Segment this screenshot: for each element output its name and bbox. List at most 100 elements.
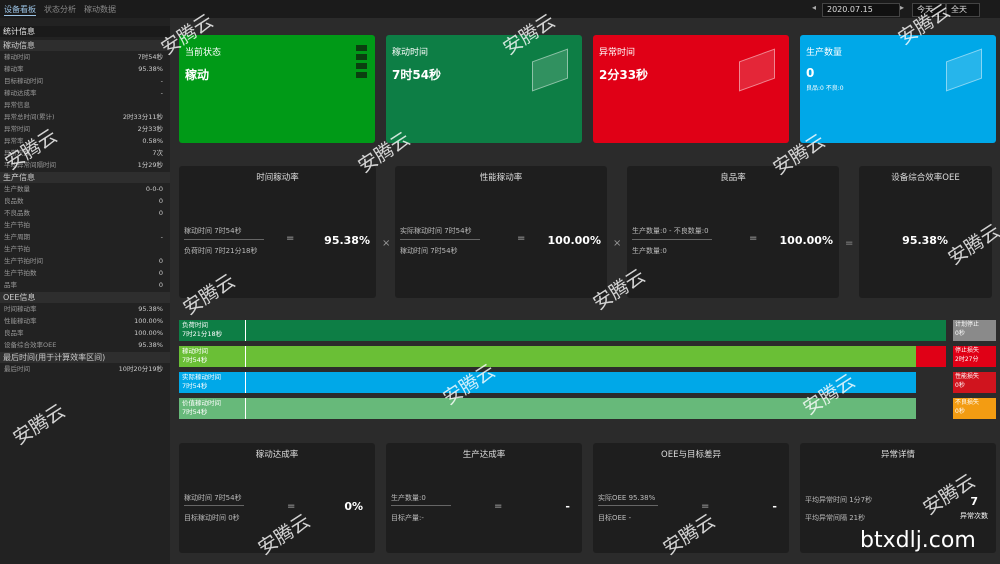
stat-row: 不良品数 0 <box>0 208 170 219</box>
result: - <box>565 500 570 513</box>
stat-value: 0 <box>158 197 163 205</box>
card-icon <box>739 48 775 92</box>
bar-label-value: 7时54秒 <box>182 382 208 390</box>
stat-label: 生产节拍 <box>4 221 30 229</box>
stat-label: 良品数 <box>4 197 24 205</box>
card-value: 稼动 <box>185 68 210 82</box>
stat-row: 最后时间 10时20分19秒 <box>0 364 170 375</box>
tab[interactable]: 稼动数据 <box>84 5 116 14</box>
numerator: 稼动时间 7时54秒 <box>184 494 242 502</box>
time-bar: 价值稼动时间 7时54秒 <box>179 398 916 419</box>
card-label: 异常时间 <box>599 48 636 58</box>
stat-label: 稼动率 <box>4 65 24 73</box>
stat-label: 良品率 <box>4 329 24 337</box>
stat-label: 异常信息 <box>4 101 30 109</box>
target-card: 生产达成率 生产数量:0 目标产量:- = - <box>386 443 582 553</box>
card-icon <box>946 48 982 92</box>
button[interactable]: 今天 <box>912 3 946 17</box>
abnormal-card: 异常详情 平均异常时间 1分7秒 平均异常间隔 21秒 7 异常次数 <box>800 443 996 553</box>
abnormal-row: 平均异常间隔 21秒 <box>805 514 866 522</box>
target-card: OEE与目标差异 实际OEE 95.38% 目标OEE - = - <box>593 443 789 553</box>
numerator: 实际稼动时间 7时54秒 <box>400 227 472 235</box>
bar-label-value: 7时54秒 <box>182 356 208 364</box>
date-picker[interactable]: 2020.07.15 <box>822 3 900 17</box>
stat-label: 异常次数 <box>4 149 30 157</box>
loss-name: 不良损失 <box>955 399 980 406</box>
stat-label: 异常总时间(累计) <box>4 113 55 121</box>
stat-label: 异常率 <box>4 137 24 145</box>
bar-label-name: 实际稼动时间 <box>182 373 221 381</box>
stat-value: 2时33分11秒 <box>122 113 163 121</box>
equals: = <box>494 501 503 512</box>
bar-label-name: 价值稼动时间 <box>182 399 221 407</box>
bar-label: 负荷时间 7时21分18秒 <box>182 321 222 339</box>
tab[interactable]: 状态分析 <box>44 5 76 14</box>
bar-separator <box>245 320 246 341</box>
stat-label: 生产周期 <box>4 233 30 241</box>
stat-row: 稼动达成率 - <box>0 88 170 99</box>
operator: × <box>613 238 622 249</box>
status-indicator <box>356 54 367 60</box>
stat-label: 时间稼动率 <box>4 305 37 313</box>
stat-value: 95.38% <box>138 305 163 313</box>
card-title: 性能稼动率 <box>479 173 523 183</box>
result: - <box>772 500 777 513</box>
card-value: 2分33秒 <box>599 68 649 82</box>
prev-day[interactable]: ◂ <box>812 3 817 12</box>
status-indicator <box>356 63 367 69</box>
result: 95.38% <box>324 234 370 247</box>
card-title: 时间稼动率 <box>256 173 299 183</box>
status-indicator <box>356 72 367 78</box>
stat-value: 100.00% <box>134 317 163 325</box>
result: 100.00% <box>779 234 833 247</box>
stat-row: 良品数 0 <box>0 196 170 207</box>
equals: = <box>517 233 526 244</box>
abnormal-count-label: 异常次数 <box>960 512 988 520</box>
card-title: 良品率 <box>720 173 746 183</box>
section-title: 稼动信息 <box>0 40 170 51</box>
bar-separator <box>245 398 246 419</box>
tab[interactable]: 设备看板 <box>4 5 36 16</box>
card-title: 生产达成率 <box>462 450 506 460</box>
numerator: 稼动时间 7时54秒 <box>184 227 242 235</box>
status-card: 异常时间 2分33秒 <box>593 35 789 143</box>
stat-row: 稼动率 95.38% <box>0 64 170 75</box>
stat-value: 1分29秒 <box>137 161 163 169</box>
loss-label: 性能损失 0秒 <box>953 372 996 393</box>
time-bar: 稼动时间 7时54秒 <box>179 346 916 367</box>
stat-row: 异常率 0.58% <box>0 136 170 147</box>
stat-row: 异常次数 7次 <box>0 148 170 159</box>
next-day[interactable]: ▸ <box>900 3 905 12</box>
time-bar: 负荷时间 7时21分18秒 <box>179 320 946 341</box>
button[interactable]: 全天 <box>946 3 980 17</box>
stat-value: 10时20分19秒 <box>118 365 163 373</box>
stat-label: 设备综合效率OEE <box>4 341 57 349</box>
bar-label: 实际稼动时间 7时54秒 <box>182 373 221 391</box>
loss-name: 停止损失 <box>955 347 980 354</box>
fraction-line <box>598 505 658 506</box>
stat-label: 生产数量 <box>4 185 30 193</box>
stat-value: - <box>160 233 163 241</box>
stat-label: 生产节拍时间 <box>4 257 43 265</box>
stat-row: 生产节拍数 0 <box>0 268 170 279</box>
bar-label-value: 7时21分18秒 <box>182 330 223 338</box>
stat-row: 异常时间 2分33秒 <box>0 124 170 135</box>
stat-value: - <box>160 89 163 97</box>
stat-label: 目标稼动时间 <box>4 77 43 85</box>
sidebar: 统计信息 稼动信息 稼动时间 7时54秒 稼动率 95.38% 目标稼动时间 - 稼动达成率 - 异… <box>0 18 170 564</box>
operator: × <box>382 238 391 249</box>
equals: = <box>286 233 295 244</box>
abnormal-count: 7 <box>970 495 978 508</box>
stat-value: 100.00% <box>134 329 163 337</box>
stat-row: 异常信息 <box>0 100 170 111</box>
abnormal-row: 平均异常时间 1分7秒 <box>805 496 873 504</box>
stat-row: 品率 0 <box>0 280 170 291</box>
stat-value: 7次 <box>152 149 163 157</box>
numerator: 生产数量:0 <box>391 494 426 502</box>
result: 95.38% <box>902 234 948 247</box>
fraction-line <box>632 239 712 240</box>
denominator: 目标稼动时间 0秒 <box>184 514 240 522</box>
stat-value: 7时54秒 <box>137 53 163 61</box>
card-label: 当前状态 <box>185 48 222 58</box>
